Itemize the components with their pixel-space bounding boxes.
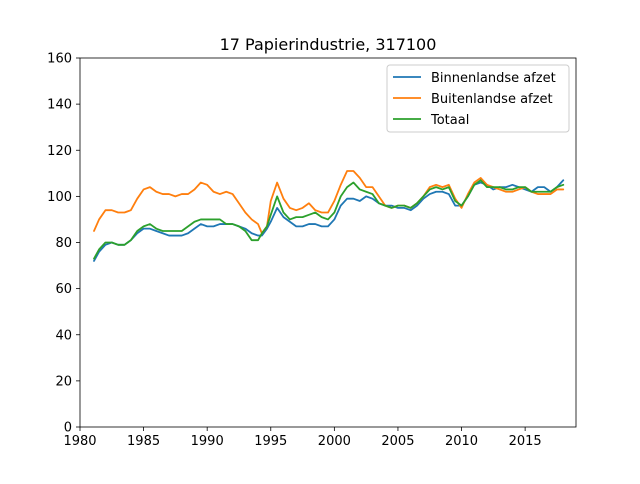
x-tick-label: 2010 <box>445 434 478 449</box>
legend-label-1: Buitenlandse afzet <box>431 92 553 107</box>
legend-label-2: Totaal <box>430 113 469 128</box>
legend: Binnenlandse afzet Buitenlandse afzet Tota… <box>386 64 570 133</box>
x-tick-label: 1990 <box>191 434 224 449</box>
y-tick-label: 140 <box>47 98 72 113</box>
x-tick-label: 2005 <box>381 434 414 449</box>
y-tick-label: 0 <box>64 421 72 436</box>
chart-title: 17 Papierindustrie, 317100 <box>220 35 437 54</box>
y-tick-label: 40 <box>55 328 72 343</box>
x-tick-label: 1985 <box>127 434 160 449</box>
plot-axes: 1980 1985 1990 1995 2000 2005 2010 2015 0 20 40 60 8… <box>47 52 577 449</box>
plot-series <box>93 170 565 262</box>
x-tick-label: 2015 <box>509 434 542 449</box>
series-line-1 <box>93 170 565 235</box>
y-tick-label: 120 <box>47 144 72 159</box>
y-tick-label: 60 <box>55 282 72 297</box>
y-tick-label: 160 <box>47 52 72 67</box>
legend-label-0: Binnenlandse afzet <box>431 71 556 86</box>
x-tick-label: 2000 <box>318 434 351 449</box>
legend-box <box>386 64 570 133</box>
x-tick-label: 1995 <box>254 434 287 449</box>
y-tick-label: 80 <box>55 236 72 251</box>
x-tick-label: 1980 <box>63 434 96 449</box>
y-tick-label: 20 <box>55 374 72 389</box>
series-line-0 <box>93 179 565 262</box>
series-line-2 <box>93 179 565 260</box>
y-tick-label: 100 <box>47 190 72 205</box>
